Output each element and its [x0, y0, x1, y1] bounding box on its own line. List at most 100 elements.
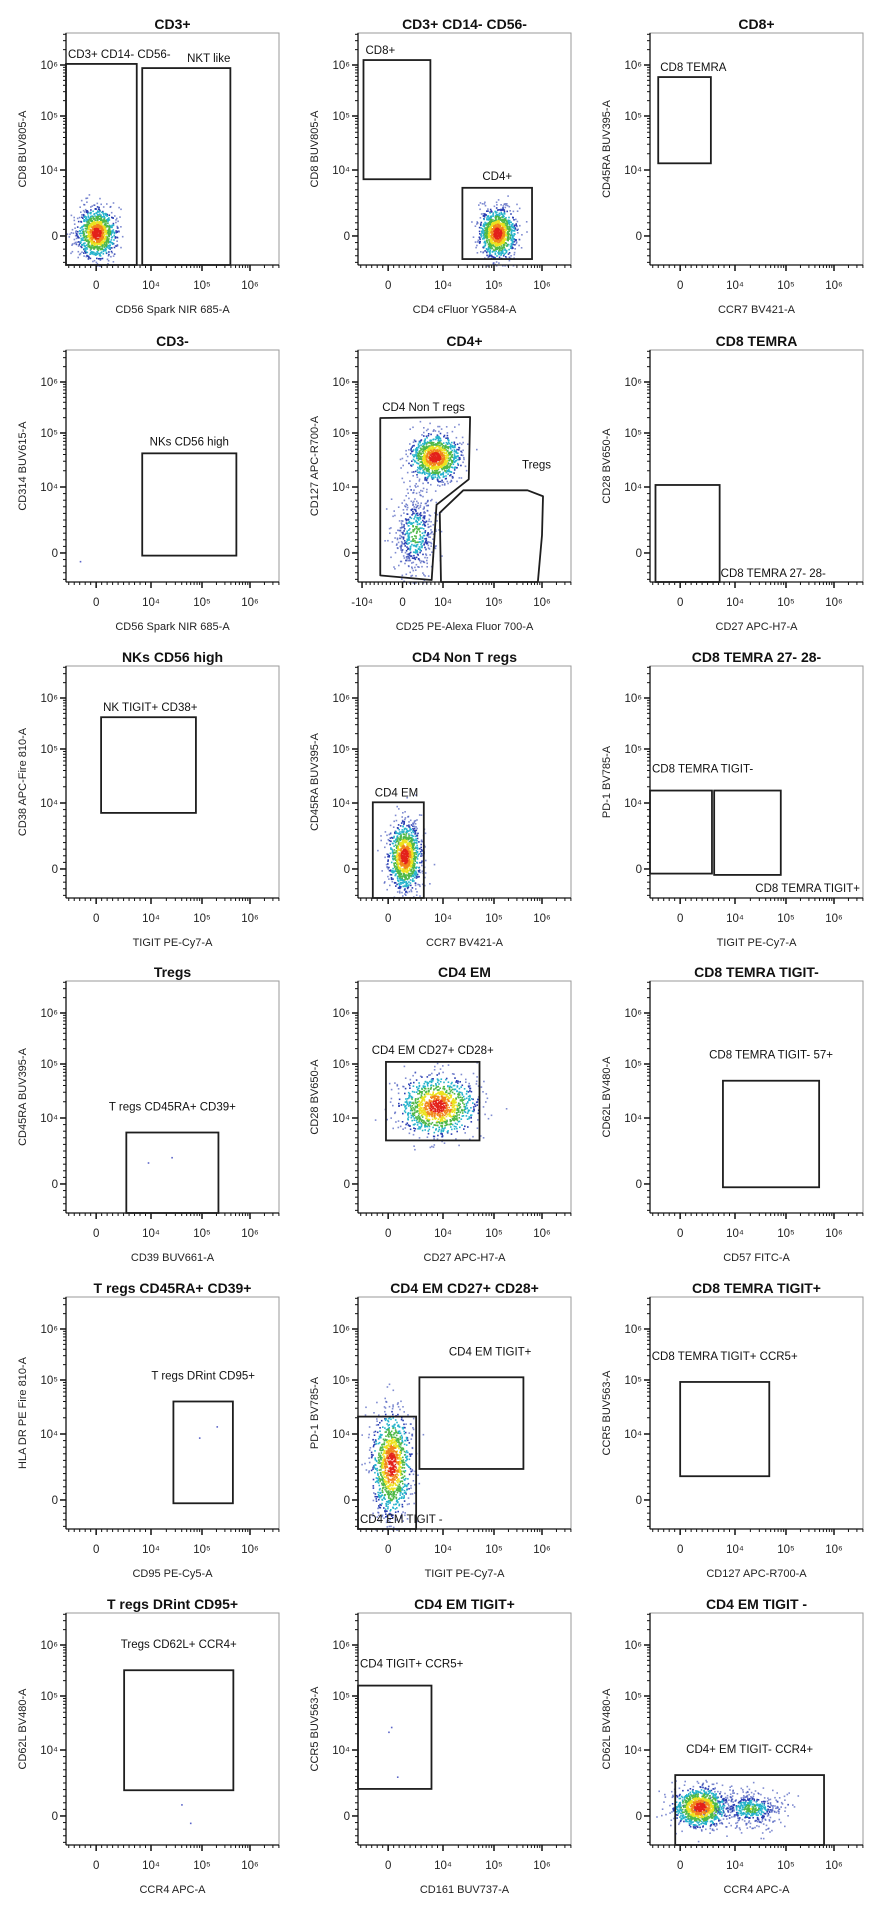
gate-label: CD8+	[365, 45, 395, 57]
event-dot	[396, 538, 399, 541]
event-dot	[99, 215, 101, 218]
event-dot	[391, 848, 393, 851]
event-dot	[413, 529, 415, 531]
event-dot	[96, 202, 99, 205]
event-dot	[438, 447, 441, 449]
event-dot	[484, 241, 486, 244]
event-dot	[429, 554, 431, 556]
event-dot	[435, 436, 437, 438]
event-dot	[488, 245, 491, 247]
event-dot	[83, 215, 85, 217]
event-dot	[486, 217, 488, 219]
event-dot	[82, 228, 84, 231]
event-dot	[454, 444, 457, 446]
event-dot	[405, 518, 408, 521]
plot-title: CD3+ CD14- CD56-	[402, 16, 527, 32]
event-dot	[432, 449, 435, 452]
event-dot	[85, 216, 88, 218]
event-dot	[402, 831, 405, 834]
event-dot	[396, 836, 399, 838]
event-dot	[402, 549, 404, 551]
event-dot	[438, 440, 440, 442]
event-dot	[491, 237, 493, 239]
event-dot	[427, 523, 429, 526]
event-dot	[416, 850, 419, 853]
event-dot	[393, 849, 396, 851]
event-dot	[399, 887, 401, 890]
event-dot	[401, 543, 404, 545]
event-dot	[408, 462, 410, 465]
event-dot	[434, 460, 437, 463]
event-dot	[94, 252, 96, 254]
event-dot	[498, 239, 500, 242]
event-dot	[427, 536, 430, 538]
event-dot	[449, 447, 452, 450]
event-dot	[107, 242, 109, 244]
event-dot	[406, 506, 409, 509]
x-tick-label: 10⁶	[241, 280, 259, 292]
event-dot	[441, 484, 444, 486]
event-dot	[403, 822, 405, 824]
event-dot	[511, 242, 514, 244]
event-dot	[418, 867, 420, 869]
event-dot	[436, 513, 439, 516]
event-dot	[412, 831, 415, 834]
event-dot	[80, 221, 83, 223]
event-dot	[419, 420, 422, 423]
event-dot	[80, 229, 83, 231]
gate-rectangle	[362, 59, 432, 181]
event-dot	[86, 254, 88, 257]
event-dot	[394, 874, 397, 876]
event-dot	[427, 448, 430, 450]
event-dot	[405, 885, 408, 888]
event-dot	[84, 225, 86, 227]
event-dot	[386, 888, 388, 891]
event-dot	[393, 870, 395, 873]
event-dot	[425, 540, 427, 543]
event-dot	[513, 229, 516, 232]
event-dot	[105, 214, 107, 216]
event-dot	[399, 831, 401, 833]
event-dot	[450, 456, 453, 458]
event-dot	[499, 219, 502, 221]
event-dot	[449, 464, 451, 467]
event-dot	[102, 253, 105, 255]
event-dot	[505, 229, 507, 232]
event-dot	[424, 546, 426, 549]
event-dot	[401, 523, 403, 526]
event-dot	[441, 452, 444, 454]
event-dot	[392, 855, 394, 858]
event-dot	[401, 457, 404, 460]
event-dot	[418, 871, 420, 873]
x-tick-label: 10⁵	[193, 913, 211, 925]
event-dot	[388, 527, 391, 530]
event-dot	[116, 244, 119, 247]
event-dot	[99, 237, 102, 239]
event-dot	[454, 460, 457, 463]
event-dot	[426, 534, 428, 536]
event-dot	[424, 447, 426, 450]
gate-rectangle	[461, 186, 533, 260]
event-dot	[425, 542, 428, 544]
event-dot	[415, 853, 417, 856]
event-dot	[104, 249, 106, 252]
event-dot	[428, 453, 430, 456]
event-dot	[423, 455, 426, 458]
event-dot	[111, 251, 113, 254]
event-dot	[458, 456, 460, 459]
event-dot	[458, 477, 461, 479]
event-dot	[96, 250, 99, 253]
event-dot	[408, 877, 410, 880]
y-tick-label: 10⁴	[332, 165, 350, 177]
event-dot	[416, 449, 419, 452]
event-dot	[500, 238, 502, 241]
event-dot	[488, 221, 491, 223]
event-dot	[424, 477, 426, 480]
event-dot	[408, 552, 411, 555]
event-dot	[438, 460, 441, 463]
event-dot	[424, 451, 427, 454]
gate-label: NK TIGIT+ CD38+	[103, 702, 198, 714]
event-dot	[431, 470, 434, 472]
event-dot	[515, 223, 517, 225]
event-dot	[116, 231, 118, 233]
